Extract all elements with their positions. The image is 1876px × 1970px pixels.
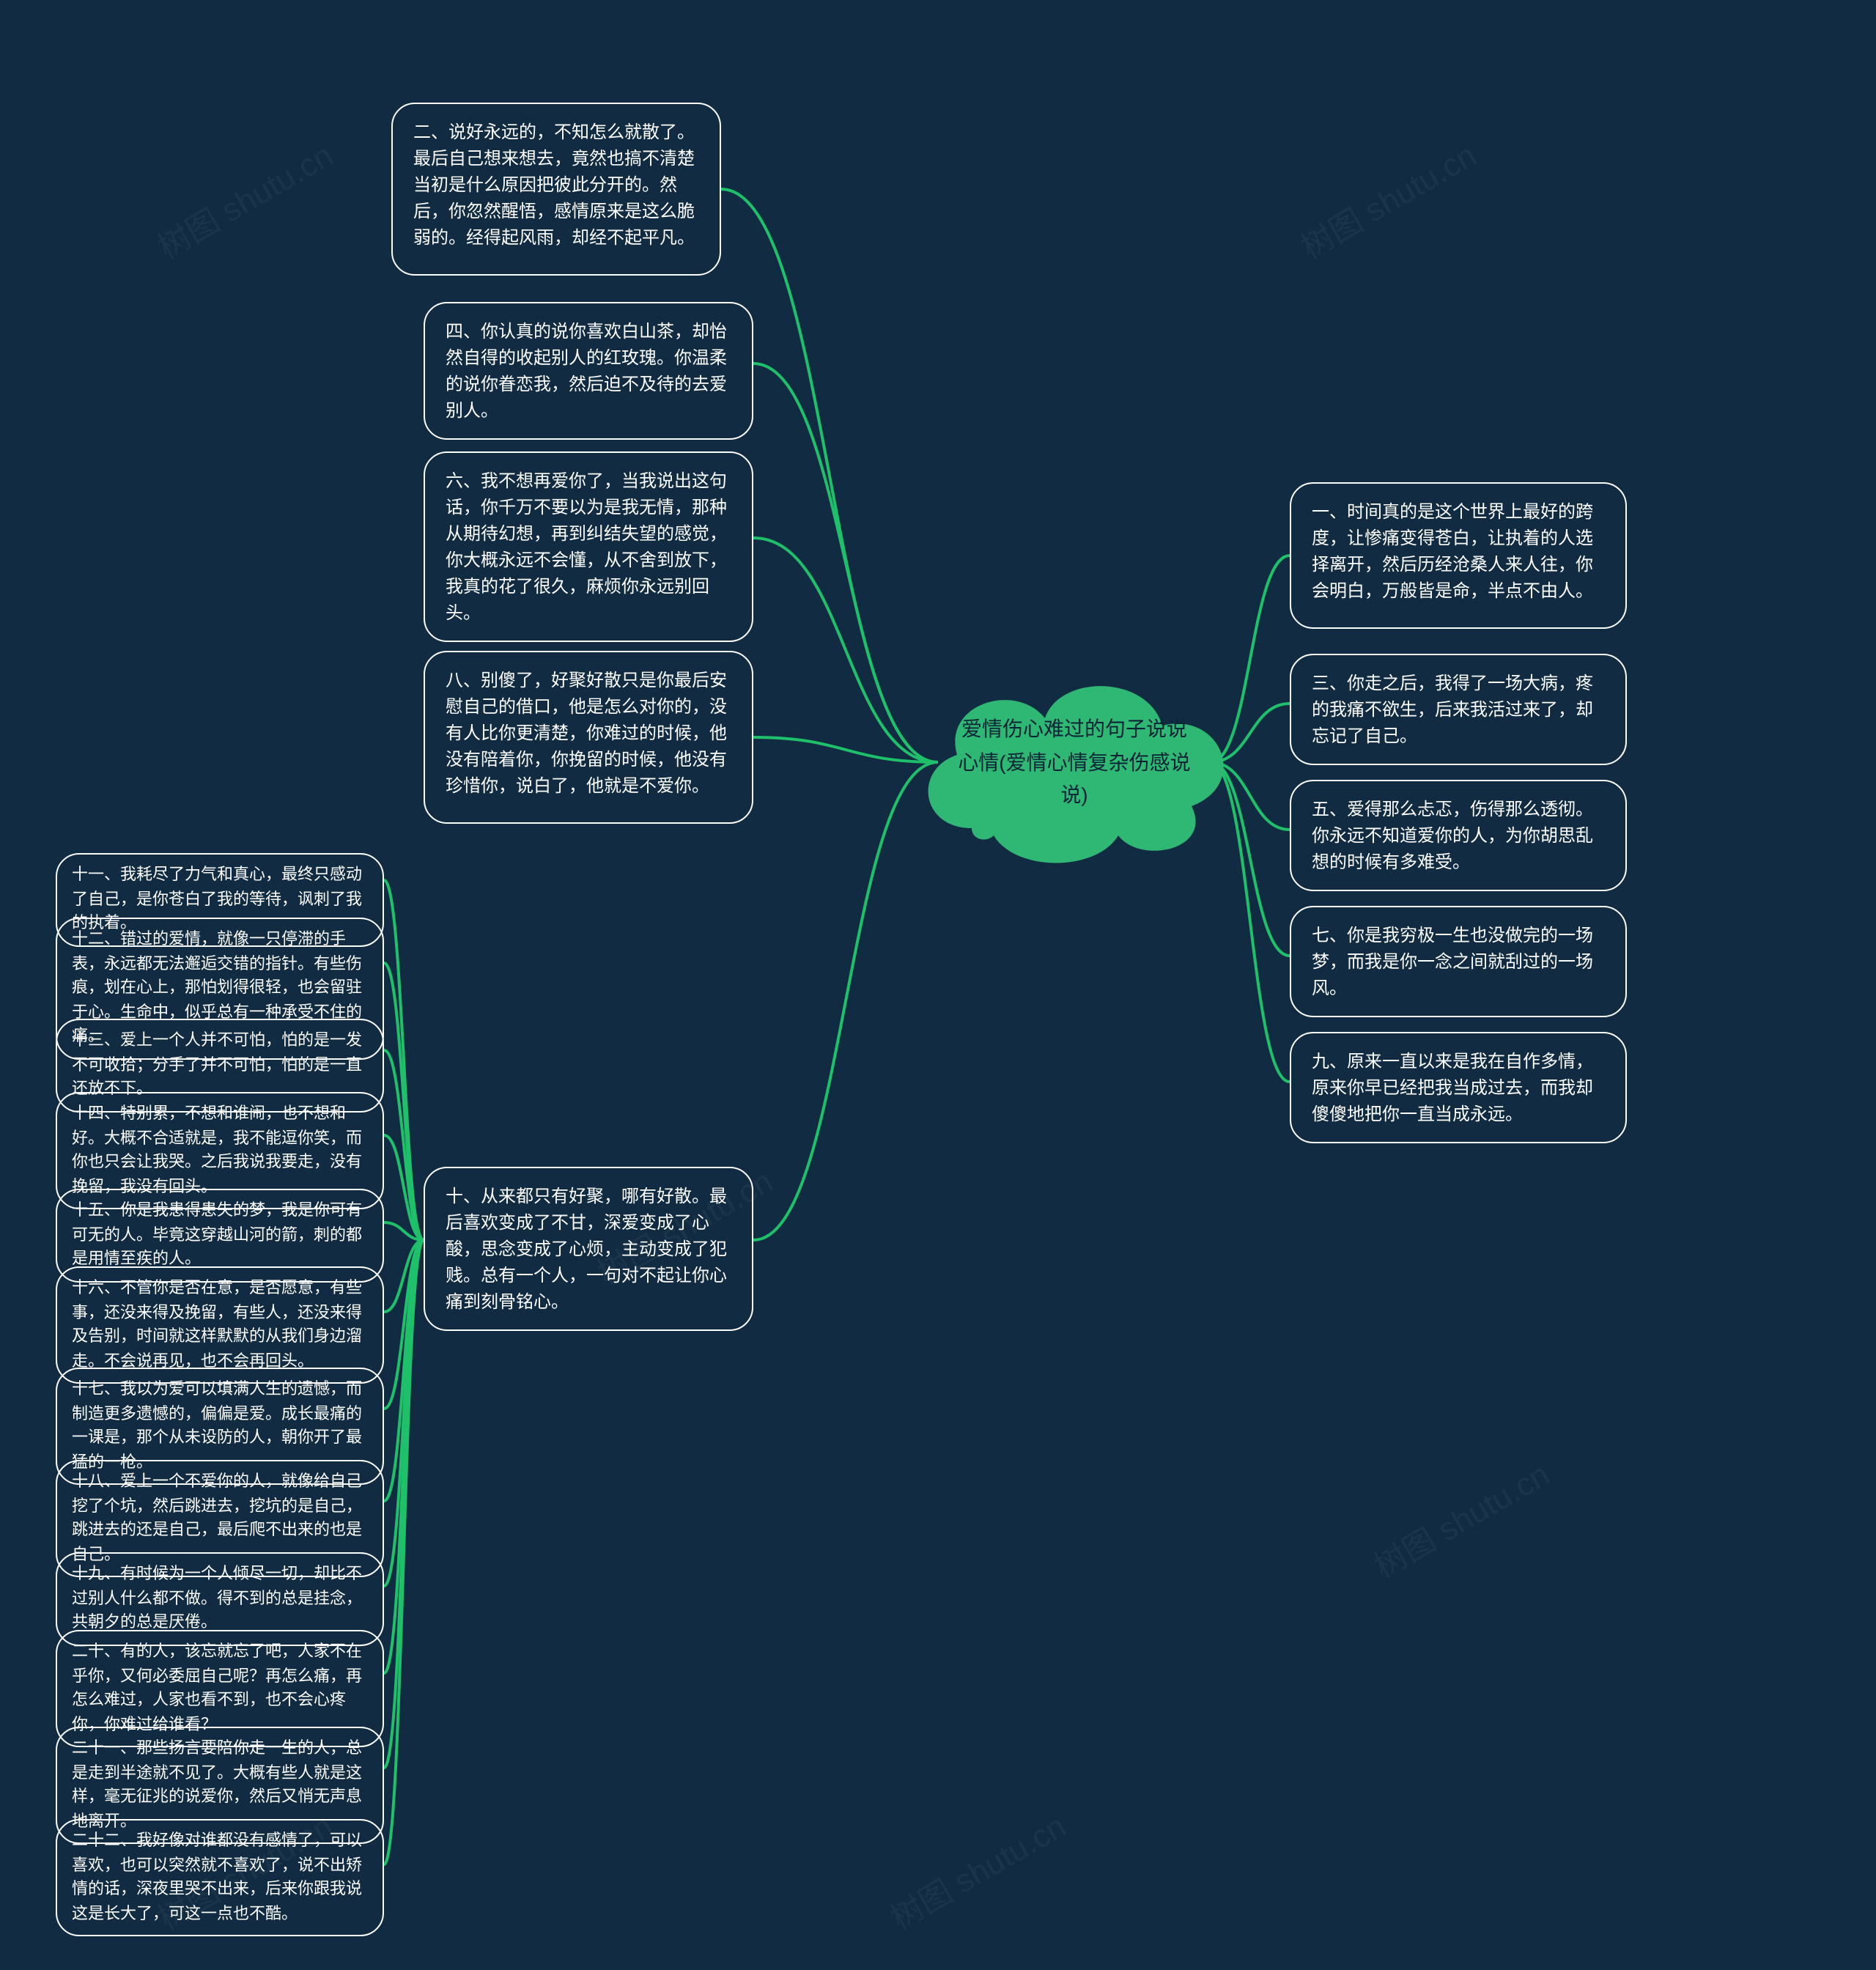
left-lower-node-6-text: 十七、我以为爱可以填满人生的遗憾，而制造更多遗憾的，偏偏是爱。成长最痛的一课是，… <box>72 1381 362 1471</box>
left-lower-node-11: 二十二、我好像对谁都没有感情了，可以喜欢，也可以突然就不喜欢了，说不出矫情的话，… <box>56 1819 384 1936</box>
connector <box>384 1240 424 1768</box>
tenth-node-text: 十、从来都只有好聚，哪有好散。最后喜欢变成了不甘，深爱变成了心酸，思念变成了心烦… <box>446 1186 727 1312</box>
right-node-2-text: 五、爱得那么忐忑，伤得那么透彻。你永远不知道爱你的人，为你胡思乱想的时候有多难受… <box>1312 799 1593 872</box>
center-title: 爱情伤心难过的句子说说 心情(爱情心情复杂伤感说 说) <box>958 713 1190 811</box>
left-lower-node-9-text: 二十、有的人，该忘就忘了吧，人家不在乎你，又何必委屈自己呢？再怎么痛，再怎么难过… <box>72 1643 362 1733</box>
right-node-3: 七、你是我穷极一生也没做完的一场梦，而我是你一念之间就刮过的一场风。 <box>1290 906 1627 1017</box>
watermark: 树图 shutu.cn <box>148 130 341 269</box>
left-lower-node-11-text: 二十二、我好像对谁都没有感情了，可以喜欢，也可以突然就不喜欢了，说不出矫情的话，… <box>72 1832 362 1922</box>
connector <box>384 1240 424 1312</box>
connector <box>384 1240 424 1864</box>
left-upper-node-2-text: 六、我不想再爱你了，当我说出这句话，你千万不要以为是我无情，那种从期待幻想，再到… <box>446 471 727 623</box>
right-node-0-text: 一、时间真的是这个世界上最好的跨度，让惨痛变得苍白，让执着的人选择离开，然后历经… <box>1312 501 1593 601</box>
left-upper-node-3: 八、别傻了，好聚好散只是你最后安慰自己的借口，他是怎么对你的，没有人比你更清楚，… <box>424 651 753 824</box>
connector <box>384 1240 424 1673</box>
right-node-4-text: 九、原来一直以来是我在自作多情，原来你早已经把我当成过去，而我却傻傻地把你一直当… <box>1312 1051 1593 1124</box>
right-node-1: 三、你走之后，我得了一场大病，疼的我痛不欲生，后来我活过来了，却忘记了自己。 <box>1290 654 1627 765</box>
connector <box>384 1050 424 1240</box>
connector <box>384 1240 424 1586</box>
right-node-2: 五、爱得那么忐忑，伤得那么透彻。你永远不知道爱你的人，为你胡思乱想的时候有多难受… <box>1290 780 1627 891</box>
left-lower-node-5-text: 十六、不管你是否在意，是否愿意，有些事，还没来得及挽留，有些人，还没来得及告别，… <box>72 1280 362 1370</box>
left-lower-node-8-text: 十九、有时候为一个人倾尽一切，却比不过别人什么都不做。得不到的总是挂念，共朝夕的… <box>72 1565 362 1631</box>
left-lower-node-5: 十六、不管你是否在意，是否愿意，有些事，还没来得及挽留，有些人，还没来得及告别，… <box>56 1266 384 1384</box>
left-upper-node-2: 六、我不想再爱你了，当我说出这句话，你千万不要以为是我无情，那种从期待幻想，再到… <box>424 451 753 642</box>
left-lower-node-7-text: 十八、爱上一个不爱你的人，就像给自己挖了个坑，然后跳进去，挖坑的是自己，跳进去的… <box>72 1473 362 1563</box>
connector <box>384 1222 424 1240</box>
connector <box>384 1240 424 1409</box>
connector <box>384 1240 424 1501</box>
center-node: 爱情伤心难过的句子说说 心情(爱情心情复杂伤感说 说) <box>906 652 1243 872</box>
right-node-1-text: 三、你走之后，我得了一场大病，疼的我痛不欲生，后来我活过来了，却忘记了自己。 <box>1312 673 1593 746</box>
connector <box>384 963 424 1240</box>
left-upper-node-1-text: 四、你认真的说你喜欢白山茶，却怡然自得的收起别人的红玫瑰。你温柔的说你眷恋我，然… <box>446 321 727 421</box>
left-lower-node-3-text: 十四、特别累，不想和谁闹，也不想和好。大概不合适就是，我不能逗你笑，而你也只会让… <box>72 1105 362 1195</box>
left-upper-node-0: 二、说好永远的，不知怎么就散了。最后自己想来想去，竟然也搞不清楚当初是什么原因把… <box>391 103 721 276</box>
watermark: 树图 shutu.cn <box>1291 130 1484 269</box>
right-node-3-text: 七、你是我穷极一生也没做完的一场梦，而我是你一念之间就刮过的一场风。 <box>1312 925 1593 998</box>
right-node-4: 九、原来一直以来是我在自作多情，原来你早已经把我当成过去，而我却傻傻地把你一直当… <box>1290 1032 1627 1143</box>
left-upper-node-3-text: 八、别傻了，好聚好散只是你最后安慰自己的借口，他是怎么对你的，没有人比你更清楚，… <box>446 670 727 796</box>
left-lower-node-10-text: 二十一、那些扬言要陪你走一生的人，总是走到半途就不见了。大概有些人就是这样，毫无… <box>72 1740 362 1830</box>
left-upper-node-1: 四、你认真的说你喜欢白山茶，却怡然自得的收起别人的红玫瑰。你温柔的说你眷恋我，然… <box>424 302 753 440</box>
watermark: 树图 shutu.cn <box>881 1801 1074 1940</box>
left-upper-node-0-text: 二、说好永远的，不知怎么就散了。最后自己想来想去，竟然也搞不清楚当初是什么原因把… <box>413 122 695 248</box>
left-lower-node-2-text: 十三、爱上一个人并不可怕，怕的是一发不可收拾；分手了并不可怕，怕的是一直还放不下… <box>72 1032 362 1098</box>
tenth-node: 十、从来都只有好聚，哪有好散。最后喜欢变成了不甘，深爱变成了心酸，思念变成了心烦… <box>424 1167 753 1331</box>
right-node-0: 一、时间真的是这个世界上最好的跨度，让惨痛变得苍白，让执着的人选择离开，然后历经… <box>1290 482 1627 629</box>
connector <box>384 880 424 1240</box>
watermark: 树图 shutu.cn <box>1364 1450 1557 1588</box>
left-lower-node-4-text: 十五、你是我患得患失的梦，我是你可有可无的人。毕竟这穿越山河的箭，刺的都是用情至… <box>72 1202 362 1268</box>
connector <box>384 1135 424 1240</box>
